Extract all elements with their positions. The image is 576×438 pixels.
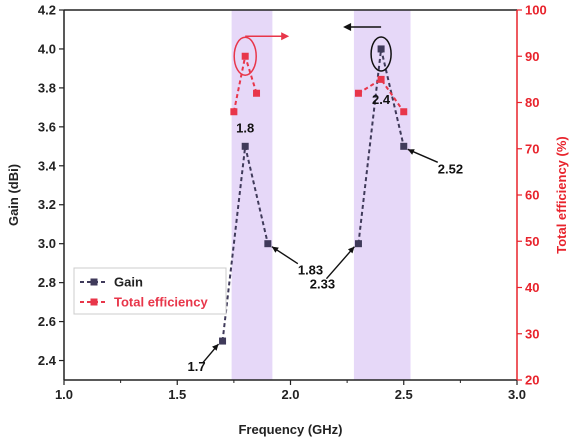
y-left-tick-label: 3.4 xyxy=(38,158,57,173)
total-efficiency-line xyxy=(357,78,405,113)
x-tick-label: 2.0 xyxy=(281,387,299,402)
annotation-arrow-head xyxy=(407,149,415,155)
total-efficiency-point xyxy=(377,75,385,83)
annotation-arrow-head xyxy=(271,246,279,253)
annotation-arrow-head xyxy=(212,344,219,351)
highlight-band-1 xyxy=(353,10,411,380)
y-left-tick-label: 2.6 xyxy=(38,314,56,329)
right-axis-arrow-head xyxy=(281,32,290,41)
gain-point xyxy=(354,240,362,248)
x-tick-label: 3.0 xyxy=(508,387,526,402)
annotation-label: 1.7 xyxy=(188,359,206,374)
y-right-tick-label: 50 xyxy=(525,234,539,249)
y-right-tick-label: 30 xyxy=(525,326,539,341)
total-efficiency-point xyxy=(354,89,362,97)
gain-point xyxy=(219,337,227,345)
gain-point xyxy=(377,45,385,53)
y-left-tick-label: 3.6 xyxy=(38,119,56,134)
y-left-tick-label: 4.2 xyxy=(38,3,56,18)
annotation-label: 2.4 xyxy=(372,92,391,107)
y-left-tick-label: 2.8 xyxy=(38,275,56,290)
legend-label: Gain xyxy=(114,275,143,290)
legend-box xyxy=(73,267,227,315)
total-efficiency-point xyxy=(230,108,238,116)
annotation-label: 1.83 xyxy=(298,263,323,278)
gain-point xyxy=(264,240,272,248)
gain-point xyxy=(241,142,249,150)
annotation-arrow-head xyxy=(347,246,355,254)
y-right-tick-label: 90 xyxy=(525,49,539,64)
x-tick-label: 1.0 xyxy=(55,387,73,402)
y-left-tick-label: 4.0 xyxy=(38,41,56,56)
total-efficiency-point xyxy=(241,52,249,60)
legend-swatch-marker xyxy=(90,298,98,306)
annotation-label: 1.8 xyxy=(236,120,254,135)
x-tick-label: 2.5 xyxy=(395,387,413,402)
legend-swatch-marker xyxy=(90,278,98,286)
y-left-tick-label: 2.4 xyxy=(38,353,57,368)
y-left-tick-label: 3.0 xyxy=(38,236,56,251)
total-efficiency-point xyxy=(253,89,261,97)
annotation-arrow xyxy=(325,246,355,280)
y-right-tick-label: 60 xyxy=(525,188,539,203)
x-tick-label: 1.5 xyxy=(168,387,186,402)
y-left-tick-label: 3.2 xyxy=(38,197,56,212)
y-right-tick-label: 100 xyxy=(525,3,547,18)
left-axis-arrow-head xyxy=(343,22,352,31)
efficiency-highlight-ellipse xyxy=(233,36,257,76)
y-left-tick-label: 3.8 xyxy=(38,80,56,95)
highlight-band-0 xyxy=(231,10,273,380)
y-right-tick-label: 20 xyxy=(525,373,539,388)
annotation-label: 2.52 xyxy=(438,161,463,176)
x-axis-title: Frequency (GHz) xyxy=(238,422,342,437)
y-right-axis-title: Total efficiency (%) xyxy=(554,136,569,254)
y-right-tick-label: 70 xyxy=(525,141,539,156)
y-right-tick-label: 40 xyxy=(525,280,539,295)
gain-highlight-ellipse xyxy=(370,36,392,72)
total-efficiency-point xyxy=(400,108,408,116)
y-left-axis-title: Gain (dBi) xyxy=(6,164,21,226)
legend-label: Total efficiency xyxy=(114,295,208,310)
annotation-label: 2.33 xyxy=(310,277,335,292)
y-right-tick-label: 80 xyxy=(525,95,539,110)
gain-point xyxy=(400,142,408,150)
